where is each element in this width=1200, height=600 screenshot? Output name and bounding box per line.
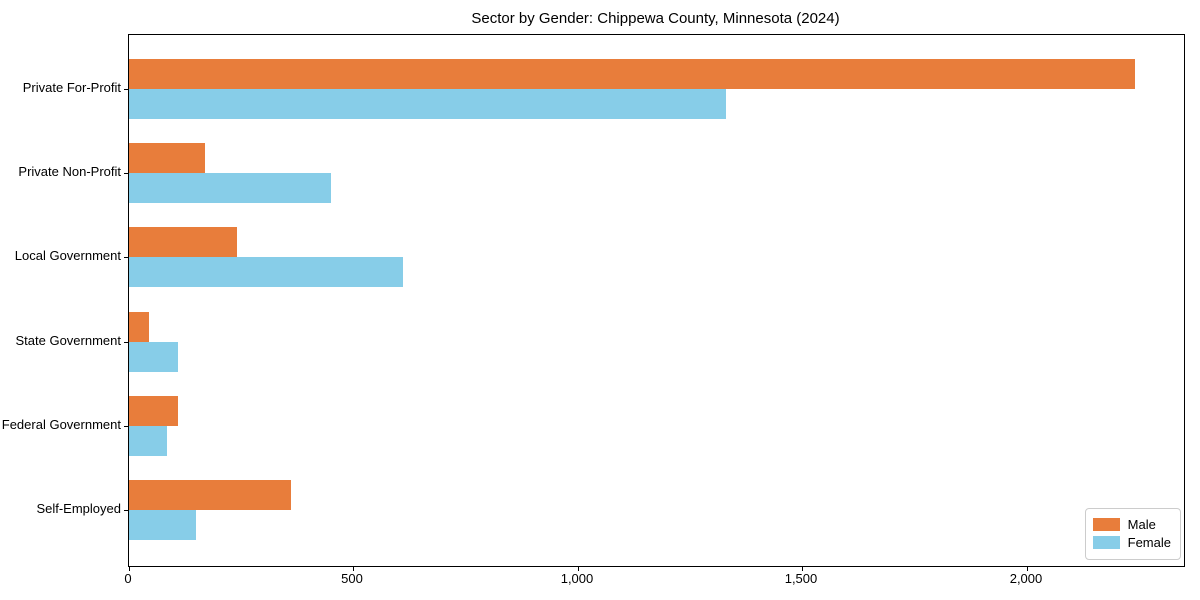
bar-male-state-government [129, 311, 149, 342]
y-axis-label: Federal Government [1, 416, 121, 432]
x-tick-mark [129, 566, 130, 571]
chart-title: Sector by Gender: Chippewa County, Minne… [471, 10, 840, 27]
legend-item-female: Female [1092, 535, 1171, 550]
y-tick-mark [124, 426, 129, 427]
y-axis-label: Local Government [14, 248, 121, 264]
bar-female-state-government [129, 341, 178, 372]
y-tick-mark [124, 173, 129, 174]
bar-male-local-government [129, 227, 237, 258]
y-tick-mark [124, 89, 129, 90]
x-tick-mark [353, 566, 354, 571]
y-tick-mark [124, 510, 129, 511]
x-tick-label: 2,000 [1009, 571, 1043, 586]
bar-female-private-non-profit [129, 173, 331, 204]
y-tick-mark [124, 342, 129, 343]
x-tick-mark [1027, 566, 1028, 571]
bar-female-local-government [129, 257, 403, 288]
y-axis-label: Private For-Profit [22, 80, 121, 95]
legend-item-male: Male [1092, 517, 1171, 532]
legend-label-female: Female [1127, 535, 1171, 550]
y-axis-label: Private Non-Profit [18, 164, 121, 180]
y-tick-mark [124, 257, 129, 258]
bar-female-federal-government [129, 425, 167, 456]
x-tick-mark [578, 566, 579, 571]
x-tick-mark [802, 566, 803, 571]
y-axis-label: Self-Employed [36, 501, 121, 516]
bar-female-private-for-profit [129, 89, 726, 119]
bar-male-self-employed [129, 480, 291, 510]
bar-male-private-for-profit [129, 59, 1135, 89]
plot-area: Male Female [124, 34, 1185, 571]
x-tick-label: 1,500 [784, 571, 818, 586]
x-tick-label: 0 [124, 571, 132, 586]
male-series-swatch [1092, 518, 1120, 531]
bar-male-federal-government [129, 395, 178, 426]
female-series-swatch [1092, 536, 1120, 549]
bar-female-self-employed [129, 510, 196, 540]
legend-label-male: Male [1127, 517, 1156, 532]
y-axis-label: State Government [15, 332, 122, 348]
bar-male-private-non-profit [129, 143, 205, 174]
x-tick-label: 500 [341, 571, 363, 586]
x-tick-label: 1,000 [560, 571, 594, 586]
legend: Male Female [1084, 508, 1181, 560]
